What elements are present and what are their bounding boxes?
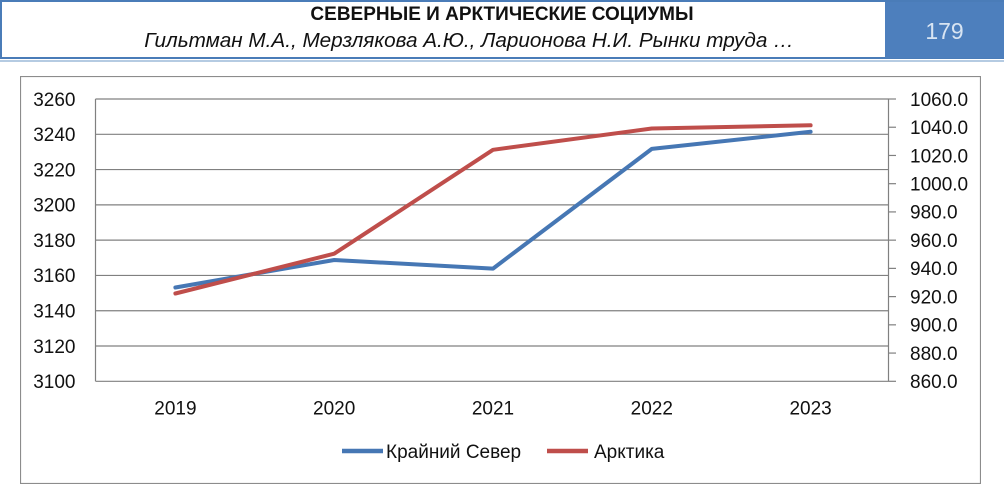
svg-text:3120: 3120 [33,337,75,358]
svg-text:3240: 3240 [33,125,75,146]
svg-text:860.0: 860.0 [910,372,958,393]
svg-text:1000.0: 1000.0 [910,175,968,196]
svg-text:3140: 3140 [33,302,75,323]
svg-text:3180: 3180 [33,231,75,252]
svg-text:Крайний Север: Крайний Север [386,442,521,463]
svg-text:3100: 3100 [33,372,75,393]
svg-text:3260: 3260 [33,90,75,111]
svg-text:1040.0: 1040.0 [910,118,968,139]
svg-text:2023: 2023 [789,398,831,419]
svg-text:3200: 3200 [33,196,75,217]
svg-text:3220: 3220 [33,160,75,181]
svg-text:960.0: 960.0 [910,231,958,252]
svg-text:Арктика: Арктика [594,442,665,463]
svg-text:2021: 2021 [472,398,514,419]
svg-text:900.0: 900.0 [910,316,958,337]
svg-text:940.0: 940.0 [910,259,958,280]
svg-text:2019: 2019 [154,398,196,419]
svg-text:2020: 2020 [313,398,355,419]
svg-text:920.0: 920.0 [910,287,958,308]
svg-text:3160: 3160 [33,266,75,287]
svg-text:1020.0: 1020.0 [910,146,968,167]
svg-text:980.0: 980.0 [910,203,958,224]
svg-text:880.0: 880.0 [910,344,958,365]
svg-text:1060.0: 1060.0 [910,90,968,111]
svg-text:2022: 2022 [631,398,673,419]
